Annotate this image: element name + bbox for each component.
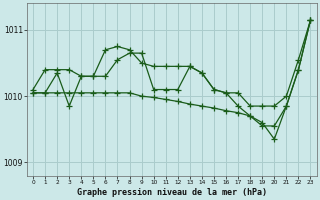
X-axis label: Graphe pression niveau de la mer (hPa): Graphe pression niveau de la mer (hPa)	[77, 188, 267, 197]
